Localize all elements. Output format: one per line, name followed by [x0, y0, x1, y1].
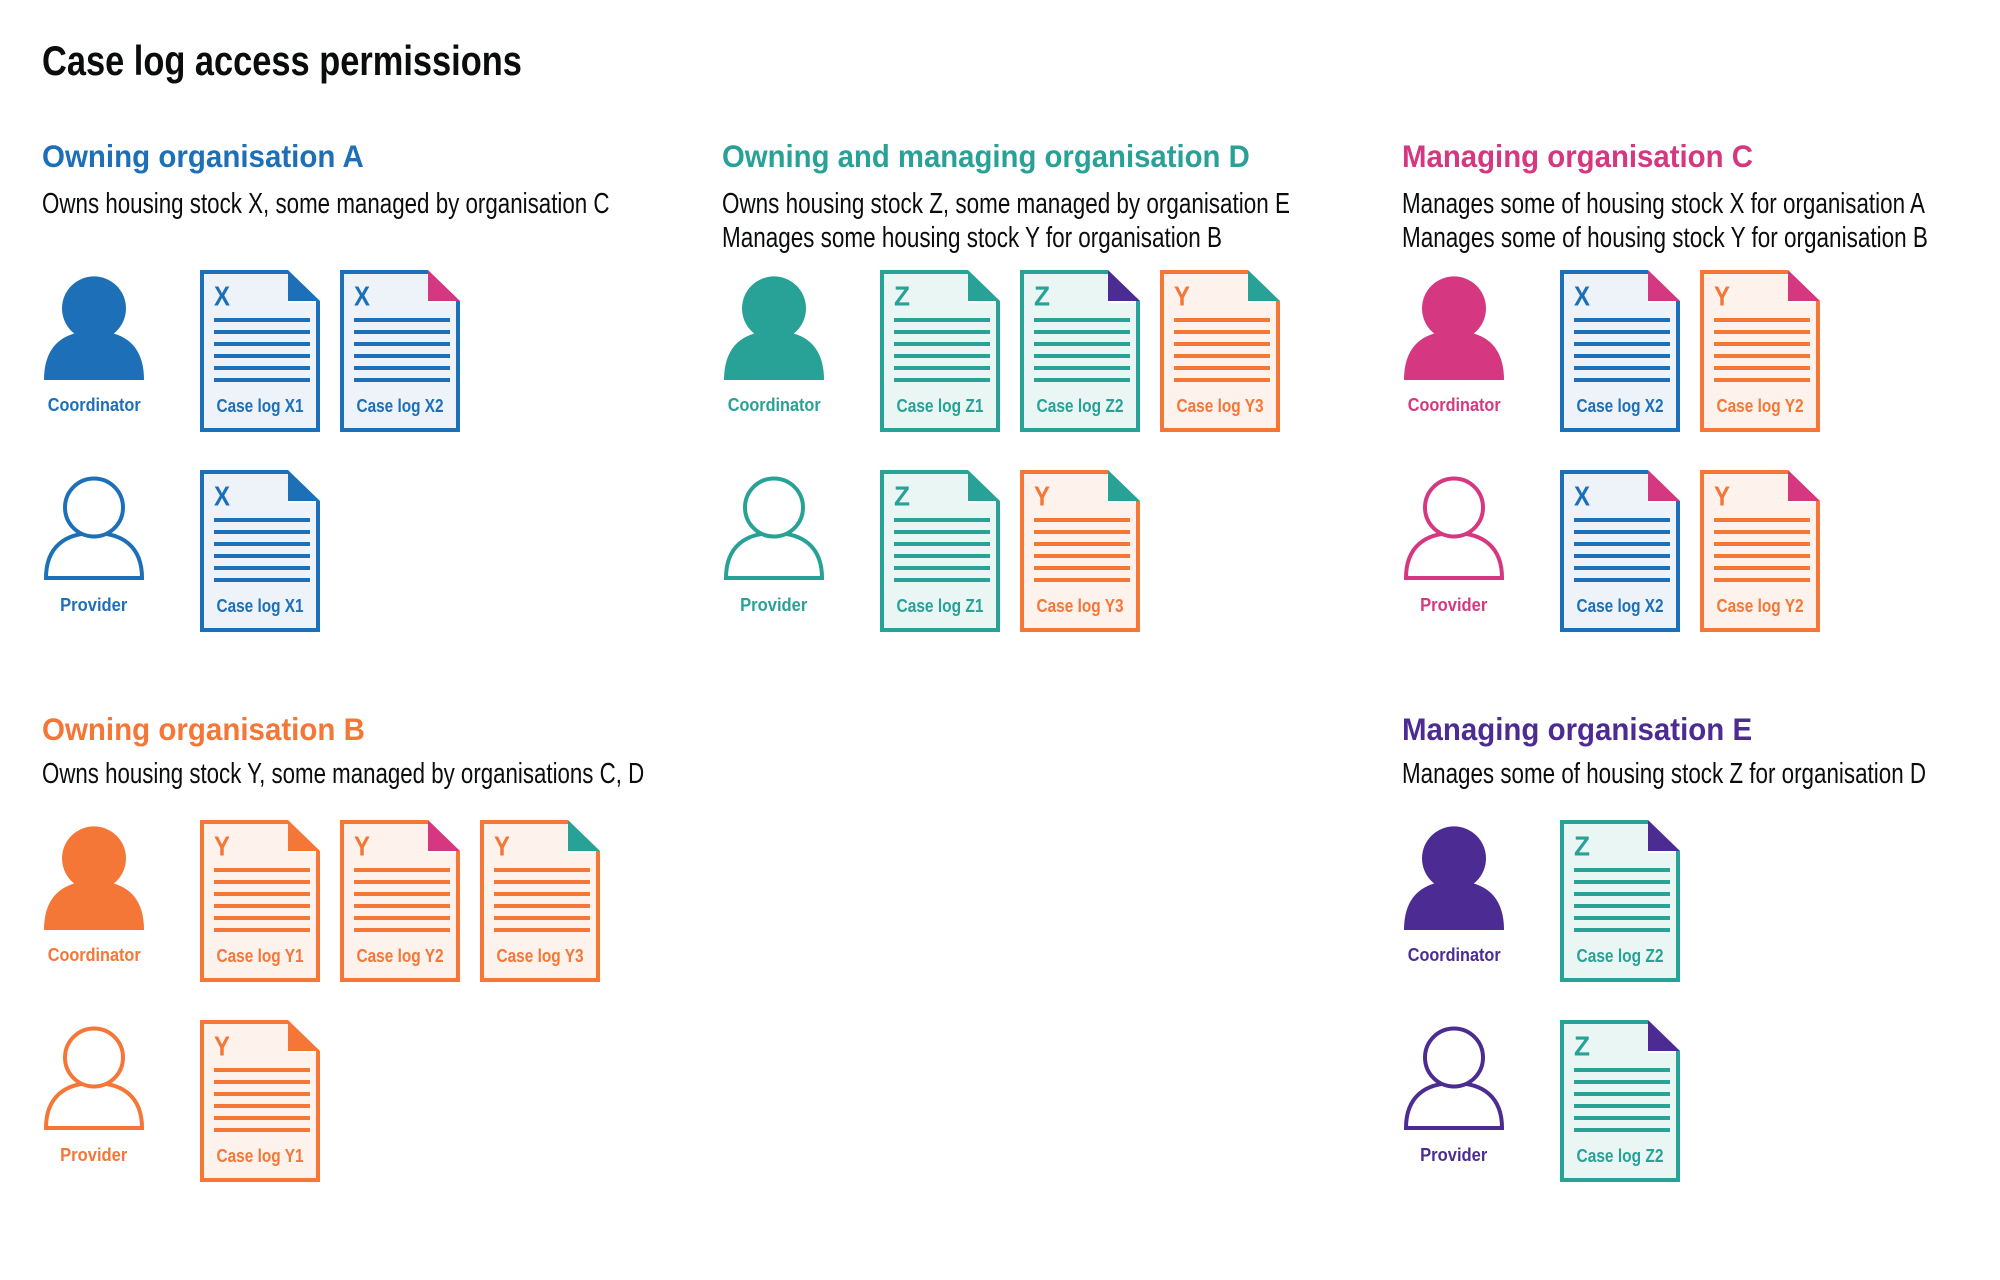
- svg-text:X: X: [214, 480, 231, 512]
- svg-text:Z: Z: [1034, 280, 1050, 312]
- svg-text:Y: Y: [1714, 280, 1730, 312]
- svg-text:Case log X1: Case log X1: [216, 596, 303, 617]
- svg-text:X: X: [1574, 480, 1591, 512]
- svg-text:Case log Y3: Case log Y3: [1036, 596, 1123, 617]
- svg-text:X: X: [1574, 280, 1591, 312]
- svg-text:Z: Z: [1574, 830, 1590, 862]
- svg-text:Case log Z1: Case log Z1: [896, 596, 983, 617]
- svg-text:Z: Z: [894, 480, 910, 512]
- svg-text:Case log X2: Case log X2: [356, 396, 443, 417]
- svg-text:Case log Z2: Case log Z2: [1036, 396, 1123, 417]
- svg-text:Case log Z1: Case log Z1: [896, 396, 983, 417]
- svg-text:Case log X2: Case log X2: [1576, 396, 1663, 417]
- svg-text:Case log X2: Case log X2: [1576, 596, 1663, 617]
- svg-text:Case log Z2: Case log Z2: [1576, 946, 1663, 967]
- svg-text:Y: Y: [354, 830, 370, 862]
- svg-text:Case log Y2: Case log Y2: [1716, 596, 1803, 617]
- svg-text:Case log Y3: Case log Y3: [496, 946, 583, 967]
- svg-text:Z: Z: [1574, 1030, 1590, 1062]
- svg-text:Y: Y: [1034, 480, 1050, 512]
- svg-text:Y: Y: [214, 830, 230, 862]
- svg-text:X: X: [214, 280, 231, 312]
- svg-text:Case log Y1: Case log Y1: [216, 1146, 304, 1167]
- svg-text:Z: Z: [894, 280, 910, 312]
- svg-text:X: X: [354, 280, 371, 312]
- svg-text:Case log Y2: Case log Y2: [1716, 396, 1803, 417]
- svg-text:Case log Y3: Case log Y3: [1176, 396, 1263, 417]
- svg-text:Y: Y: [1714, 480, 1730, 512]
- svg-text:Y: Y: [1174, 280, 1190, 312]
- svg-text:Case log Y1: Case log Y1: [216, 946, 304, 967]
- svg-text:Y: Y: [494, 830, 510, 862]
- svg-text:Case log Z2: Case log Z2: [1576, 1146, 1663, 1167]
- svg-text:Y: Y: [214, 1030, 230, 1062]
- svg-text:Case log X1: Case log X1: [216, 396, 303, 417]
- svg-text:Case log Y2: Case log Y2: [356, 946, 443, 967]
